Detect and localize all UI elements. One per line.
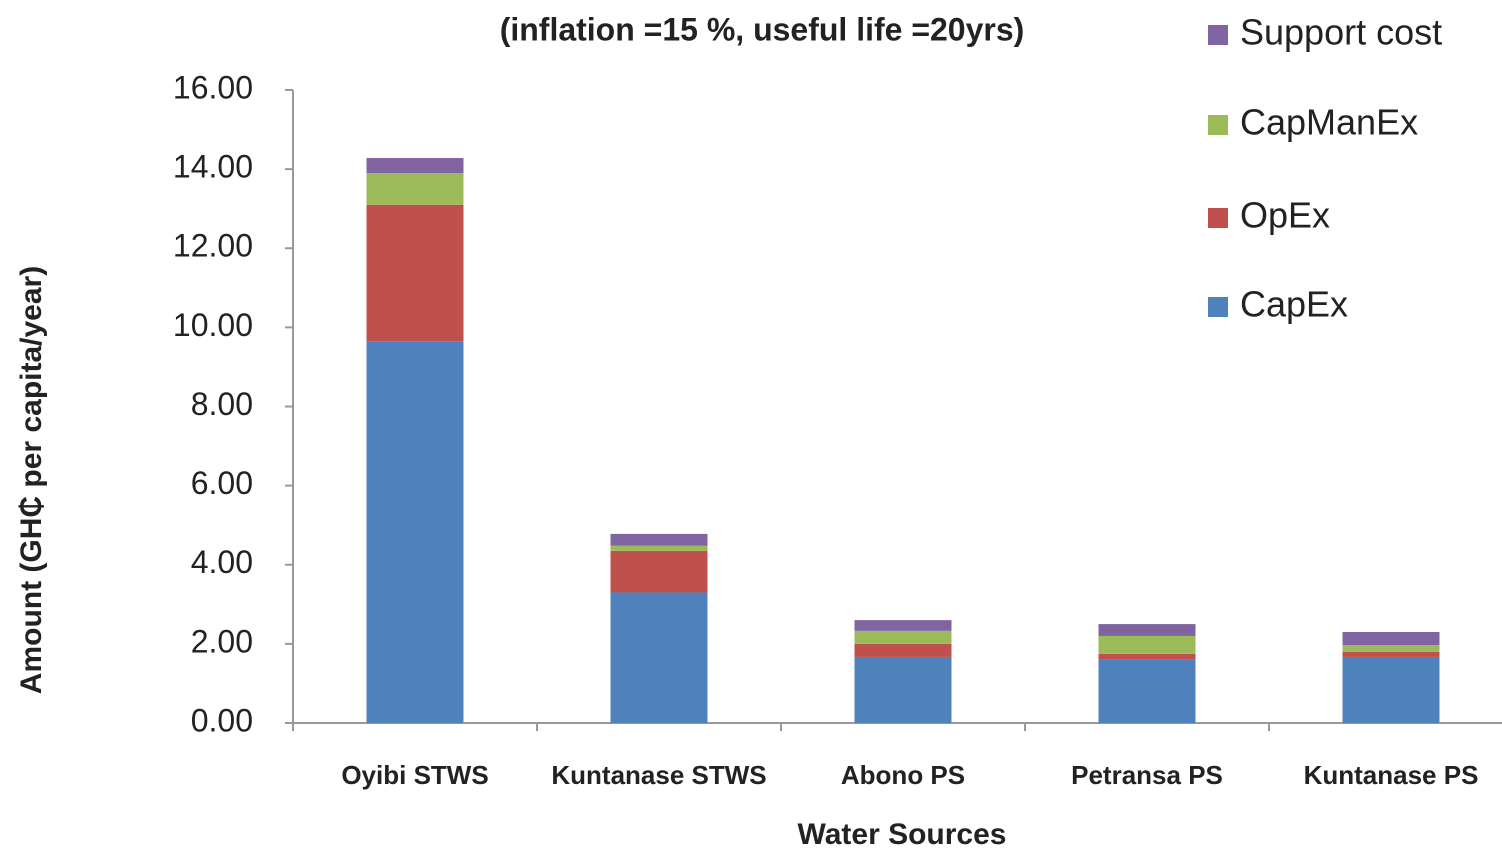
x-axis-label: Water Sources — [798, 818, 1007, 850]
y-tick-label: 2.00 — [191, 623, 253, 659]
legend-label: CapEx — [1240, 284, 1348, 325]
bar-segment — [1342, 656, 1440, 723]
bar-segment — [610, 545, 708, 551]
bar-segment — [1098, 653, 1196, 660]
x-tick-label: Kuntanase STWS — [551, 760, 766, 790]
bar-segment — [1342, 645, 1440, 652]
bar-segment — [610, 592, 708, 723]
bar-segment — [1342, 632, 1440, 646]
x-tick-label: Oyibi STWS — [341, 760, 488, 790]
bar-segment — [854, 630, 952, 644]
legend-swatch — [1208, 115, 1228, 135]
bar-segment — [1342, 651, 1440, 657]
bar-segment — [366, 204, 464, 342]
chart-title: (inflation =15 %, useful life =20yrs) — [500, 11, 1025, 47]
bar-segment — [1098, 635, 1196, 654]
y-tick-label: 8.00 — [191, 386, 253, 422]
y-tick-label: 6.00 — [191, 465, 253, 501]
legend-swatch — [1208, 297, 1228, 317]
y-tick-label: 10.00 — [173, 307, 253, 343]
bar-segment — [1098, 659, 1196, 723]
legend-label: Support cost — [1240, 12, 1442, 53]
bar-segment — [854, 643, 952, 657]
y-axis-label: Amount (GH₵ per capita/year) — [15, 266, 48, 694]
legend-swatch — [1208, 208, 1228, 228]
x-tick-label: Abono PS — [841, 760, 965, 790]
bar-segment — [854, 656, 952, 723]
legend-label: OpEx — [1240, 195, 1330, 236]
legend-swatch — [1208, 25, 1228, 45]
y-tick-label: 0.00 — [191, 702, 253, 738]
bar-segment — [366, 158, 464, 174]
bar-segment — [610, 533, 708, 546]
y-tick-label: 4.00 — [191, 544, 253, 580]
legend-label: CapManEx — [1240, 102, 1418, 143]
y-tick-label: 16.00 — [173, 69, 253, 105]
y-tick-label: 14.00 — [173, 149, 253, 185]
bar-segment — [854, 620, 952, 631]
y-tick-label: 12.00 — [173, 228, 253, 264]
x-tick-label: Kuntanase PS — [1304, 760, 1479, 790]
bar-segment — [1098, 624, 1196, 636]
bar-segment — [610, 550, 708, 593]
bar-segment — [366, 341, 464, 723]
x-tick-label: Petransa PS — [1071, 760, 1223, 790]
bar-segment — [366, 173, 464, 205]
